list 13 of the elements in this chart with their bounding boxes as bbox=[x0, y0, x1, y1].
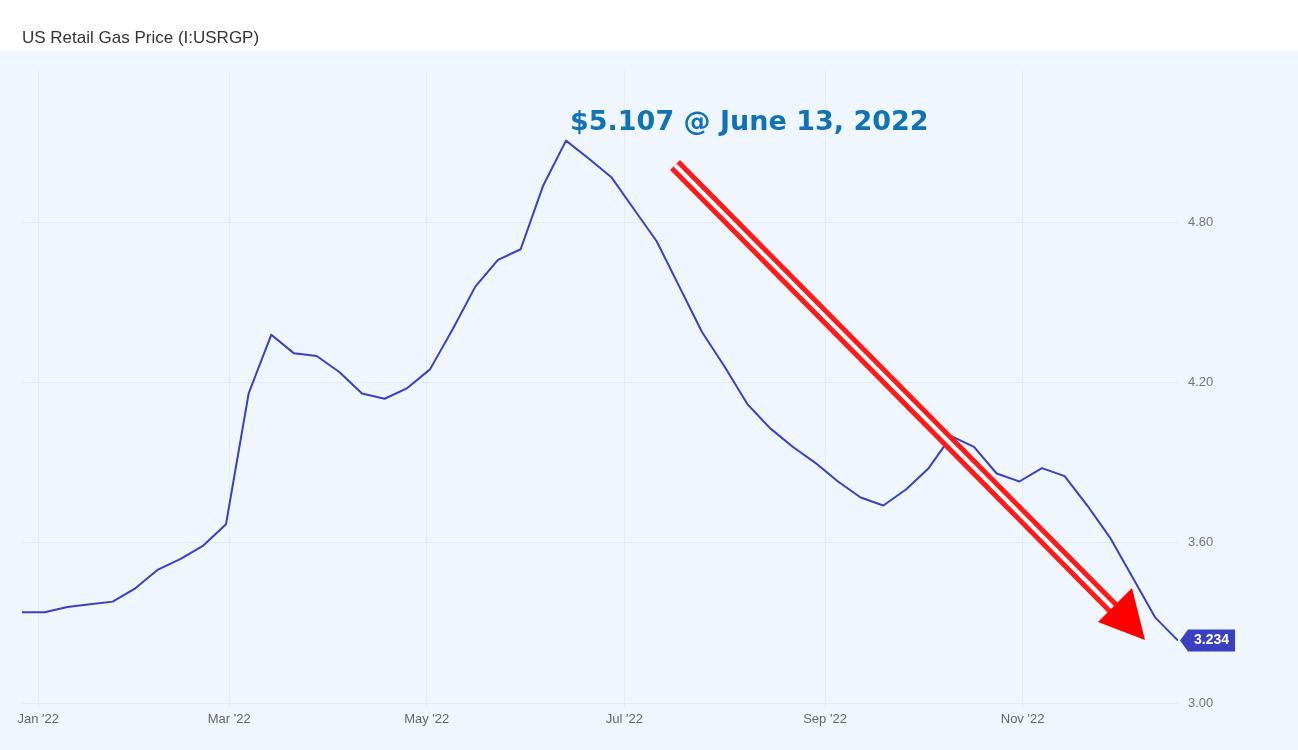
y-tick-label: 4.20 bbox=[1188, 374, 1214, 390]
annotation: $5.107 @ June 13, 2022 bbox=[570, 105, 929, 137]
chart-title: US Retail Gas Price (I:USRGP) bbox=[22, 27, 260, 47]
x-tick-label: Jan '22 bbox=[17, 710, 59, 726]
x-tick-label: Mar '22 bbox=[207, 710, 251, 726]
x-tick-label: Sep '22 bbox=[803, 710, 847, 726]
data-label: 3.234 bbox=[1194, 631, 1230, 648]
y-tick-label: 3.60 bbox=[1188, 534, 1214, 550]
y-tick-label: 3.00 bbox=[1188, 694, 1214, 710]
y-tick-label: 4.80 bbox=[1188, 214, 1214, 230]
x-tick-label: May '22 bbox=[404, 710, 450, 726]
x-tick-label: Nov '22 bbox=[1000, 710, 1045, 726]
x-tick-label: Jul '22 bbox=[605, 710, 643, 726]
